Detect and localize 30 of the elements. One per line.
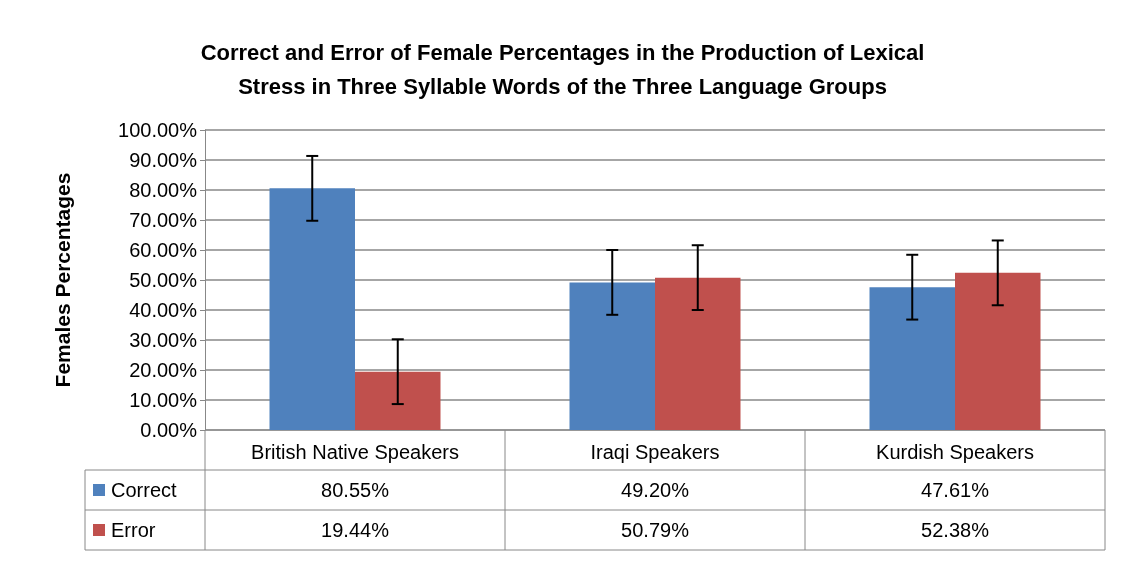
bar xyxy=(955,272,1041,430)
data-label: 19.44% xyxy=(321,519,390,541)
y-tick-label: 40.00% xyxy=(129,299,198,321)
y-tick-label: 80.00% xyxy=(129,179,198,201)
y-tick-label: 90.00% xyxy=(129,149,198,171)
y-tick-label: 10.00% xyxy=(129,389,198,411)
chart-title: Correct and Error of Female Percentages in the Production of Lexical Stress in Three Syllable Words of the Three Language Groups xyxy=(200,39,925,99)
legend-label: Error xyxy=(111,519,156,541)
data-label: 52.38% xyxy=(921,519,990,541)
data-label: 80.55% xyxy=(321,479,390,501)
x-tick-label: Kurdish Speakers xyxy=(876,441,1034,463)
bar xyxy=(869,287,955,430)
y-tick-label: 50.00% xyxy=(129,269,198,291)
bar xyxy=(269,188,355,430)
y-tick-label: 30.00% xyxy=(129,329,198,351)
y-tick-label: 60.00% xyxy=(129,239,198,261)
x-tick-label: Iraqi Speakers xyxy=(590,441,720,463)
data-label: 49.20% xyxy=(621,479,690,501)
bar xyxy=(655,277,741,430)
y-tick-label: 100.00% xyxy=(118,119,198,141)
data-label: 50.79% xyxy=(621,519,690,541)
legend-label: Correct xyxy=(111,479,178,501)
y-tick-label: 70.00% xyxy=(129,209,198,231)
bar xyxy=(355,371,441,430)
y-tick-label: 0.00% xyxy=(140,419,198,441)
y-tick-label: 20.00% xyxy=(129,359,198,381)
data-label: 47.61% xyxy=(921,479,990,501)
y-axis-title: Females Percentages xyxy=(51,172,74,388)
bar xyxy=(569,282,655,430)
x-tick-label: British Native Speakers xyxy=(251,441,459,463)
